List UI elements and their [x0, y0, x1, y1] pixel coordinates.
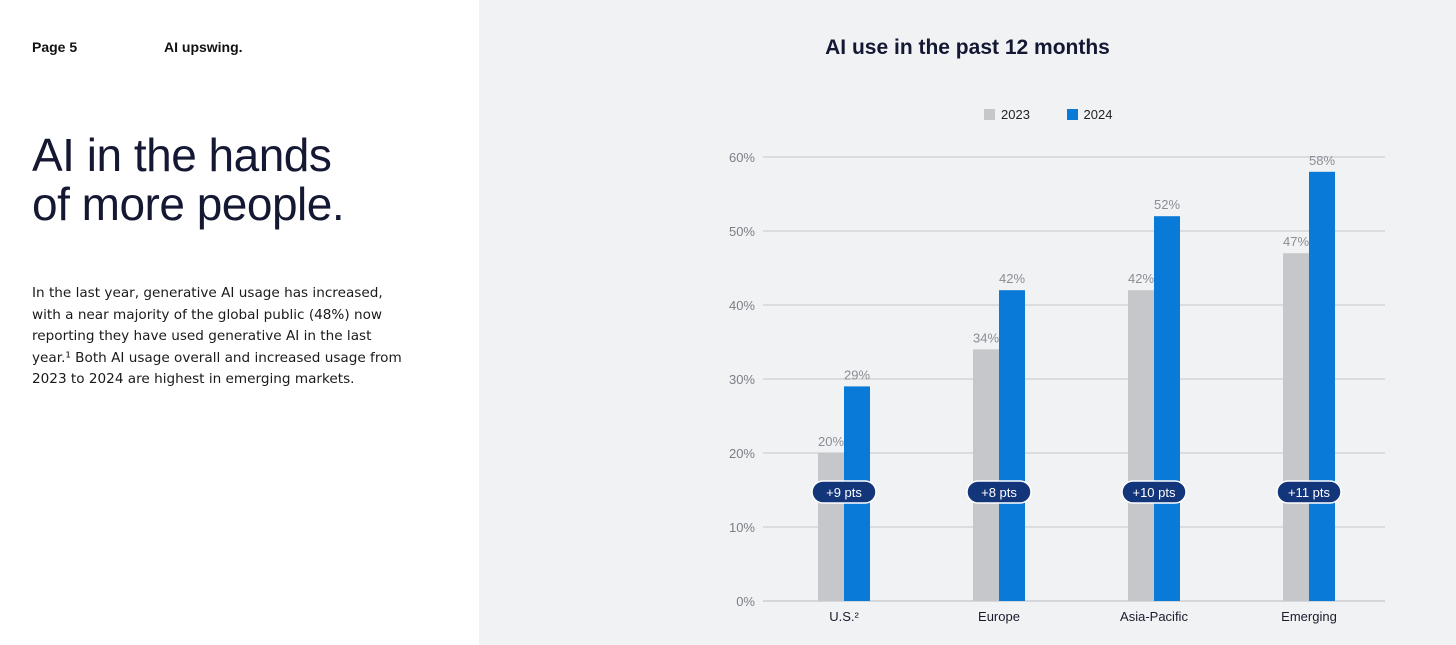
y-tick-label: 20%	[729, 446, 755, 461]
change-badge	[1121, 480, 1187, 504]
y-tick-label: 0%	[736, 594, 755, 609]
page-number: Page 5	[32, 39, 78, 55]
y-tick-label: 60%	[729, 150, 755, 165]
data-label-2023: 42%	[1128, 271, 1154, 286]
data-label-2024: 29%	[844, 367, 870, 382]
chart-title: AI use in the past 12 months	[825, 36, 1110, 59]
bar-2023	[1283, 253, 1309, 601]
data-label-2023: 20%	[818, 434, 844, 449]
legend-label-2024: 2024	[1083, 107, 1113, 122]
change-badge-label: +10 pts	[1132, 485, 1176, 500]
legend-swatch-2023	[984, 109, 995, 120]
page-title: AI in the hands of more people.	[32, 129, 345, 230]
data-label-2023: 34%	[973, 330, 999, 345]
x-category-label: Asia-Pacific	[1120, 609, 1188, 624]
legend-label-2023: 2023	[1001, 107, 1030, 122]
bar-2024	[999, 290, 1025, 601]
x-category-label: U.S.²	[829, 609, 859, 624]
chart-panel: AI use in the past 12 months 2023 2024 0…	[479, 0, 1456, 645]
bar-2024	[1154, 216, 1180, 601]
change-badge	[1276, 480, 1342, 504]
change-badge-label: +11 pts	[1288, 485, 1331, 500]
change-badge-label: +8 pts	[981, 485, 1017, 500]
y-tick-label: 10%	[729, 520, 755, 535]
legend-item-2023: 2023	[984, 107, 1030, 122]
body-paragraph: In the last year, generative AI usage ha…	[32, 285, 402, 387]
y-tick-label: 50%	[729, 224, 755, 239]
section-title: AI upswing.	[164, 39, 243, 55]
change-badge-label: +9 pts	[826, 485, 862, 500]
bar-2023	[1128, 290, 1154, 601]
bar-2024	[1309, 171, 1335, 602]
y-tick-label: 30%	[729, 372, 755, 387]
x-category-label: Europe	[978, 609, 1020, 624]
title-line-2: of more people.	[32, 178, 345, 230]
x-category-label: Emerging	[1281, 609, 1337, 624]
legend-swatch-2024	[1066, 109, 1078, 120]
change-badge	[966, 480, 1032, 504]
title-line-1: AI in the hands	[32, 129, 332, 181]
legend: 2023 2024	[984, 107, 1145, 123]
left-panel: Page 5 AI upswing. AI in the hands of mo…	[0, 0, 479, 645]
data-label-2024: 42%	[999, 271, 1025, 286]
y-tick-label: 40%	[729, 298, 755, 313]
bar-2023	[973, 349, 999, 601]
data-label-2024: 58%	[1309, 153, 1335, 168]
change-badge	[811, 480, 877, 504]
bar-chart: 0% 10% 20% 30% 40% 50% 60% 20% 29% +9 pts U.S.² 34%…	[729, 150, 1385, 624]
bar-2023	[818, 453, 844, 601]
data-label-2024: 52%	[1154, 197, 1180, 212]
data-label-2023: 47%	[1283, 234, 1309, 249]
legend-item-2024: 2024	[1066, 107, 1113, 122]
